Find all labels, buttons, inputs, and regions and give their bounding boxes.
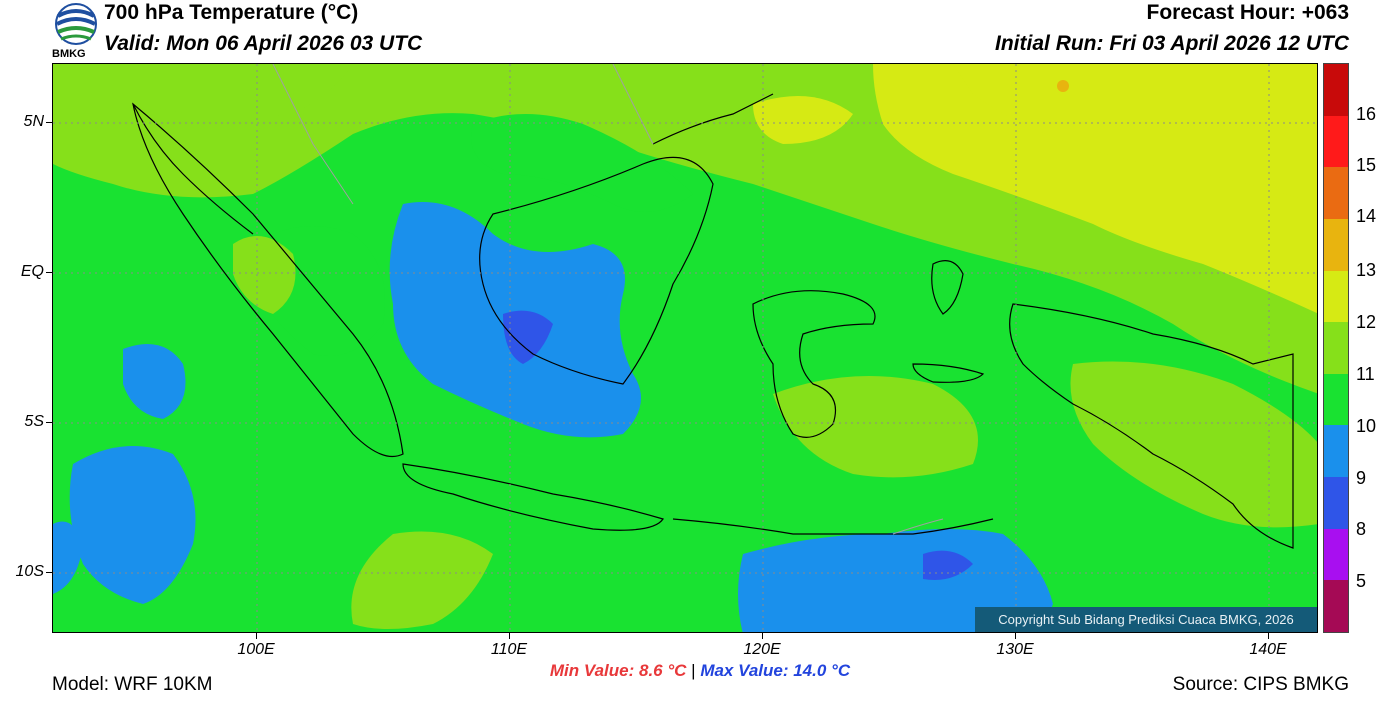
copyright-notice: Copyright Sub Bidang Prediksi Cuaca BMKG… bbox=[975, 607, 1317, 632]
colorbar-label: 14 bbox=[1356, 206, 1377, 226]
lon-tick bbox=[1015, 633, 1016, 639]
data-source: Source: CIPS BMKG bbox=[1172, 674, 1349, 695]
lat-tick bbox=[46, 122, 52, 123]
colorbar-segment bbox=[1324, 322, 1348, 375]
colorbar-label: 10 bbox=[1356, 416, 1377, 436]
lon-label-110e: 110E bbox=[490, 641, 528, 658]
lon-label-120e: 120E bbox=[743, 641, 781, 658]
colorbar-segment bbox=[1324, 373, 1348, 426]
lat-label-5s: 5S bbox=[24, 413, 44, 430]
lat-tick bbox=[46, 572, 52, 573]
colorbar-label: 15 bbox=[1356, 155, 1377, 175]
colorbar-segment bbox=[1324, 580, 1348, 633]
lat-label-10s: 10S bbox=[15, 563, 44, 580]
valid-time: Valid: Mon 06 April 2026 03 UTC bbox=[104, 32, 423, 55]
lon-tick bbox=[256, 633, 257, 639]
colorbar-segment bbox=[1324, 477, 1348, 530]
colorbar-segment bbox=[1324, 528, 1348, 581]
max-value: Max Value: 14.0 °C bbox=[700, 661, 851, 680]
colorbar-label: 8 bbox=[1356, 519, 1367, 539]
forecast-hour: Forecast Hour: +063 bbox=[1146, 1, 1350, 24]
colorbar-segment bbox=[1324, 64, 1348, 117]
colorbar-segment bbox=[1324, 425, 1348, 478]
colorbar-segment bbox=[1324, 167, 1348, 220]
lat-tick bbox=[46, 272, 52, 273]
colorbar bbox=[1323, 63, 1349, 633]
min-value: Min Value: 8.6 °C bbox=[549, 661, 687, 680]
colorbar-segment bbox=[1324, 270, 1348, 323]
colorbar-label: 13 bbox=[1356, 260, 1377, 280]
lon-label-140e: 140E bbox=[1249, 641, 1287, 658]
lat-tick bbox=[46, 422, 52, 423]
bmkg-logo-icon bbox=[52, 2, 100, 60]
colorbar-label: 12 bbox=[1356, 312, 1377, 332]
lat-label-eq: EQ bbox=[20, 263, 44, 280]
colorbar-label: 11 bbox=[1356, 364, 1375, 384]
lon-label-100e: 100E bbox=[237, 641, 275, 658]
chart-title: 700 hPa Temperature (°C) bbox=[104, 1, 359, 24]
lon-label-130e: 130E bbox=[996, 641, 1034, 658]
colorbar-label: 5 bbox=[1356, 571, 1367, 591]
min-max-separator: | bbox=[691, 661, 696, 680]
colorbar-label: 9 bbox=[1356, 468, 1367, 488]
lon-tick bbox=[1268, 633, 1269, 639]
lat-label-5n: 5N bbox=[23, 113, 44, 130]
min-max-values: Min Value: 8.6 °C | Max Value: 14.0 °C bbox=[0, 661, 1400, 681]
colorbar-segment bbox=[1324, 218, 1348, 272]
model-name: Model: WRF 10KM bbox=[52, 674, 213, 695]
colorbar-label: 16 bbox=[1356, 104, 1377, 124]
lon-tick bbox=[762, 633, 763, 639]
initial-run: Initial Run: Fri 03 April 2026 12 UTC bbox=[995, 32, 1349, 55]
temperature-map bbox=[52, 63, 1318, 633]
colorbar-segment bbox=[1324, 115, 1348, 168]
lon-tick bbox=[509, 633, 510, 639]
logo-text: BMKG bbox=[52, 48, 86, 60]
